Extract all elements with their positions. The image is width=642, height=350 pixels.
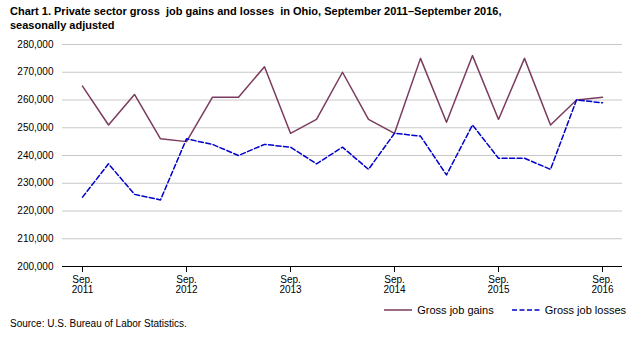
svg-text:270,000: 270,000 bbox=[17, 66, 54, 77]
svg-text:260,000: 260,000 bbox=[17, 94, 54, 105]
svg-text:200,000: 200,000 bbox=[17, 261, 54, 272]
svg-text:Sep.2012: Sep.2012 bbox=[175, 274, 198, 295]
html-text:Gross job gains: Gross job gains bbox=[417, 304, 494, 316]
svg-text:Sep.2014: Sep.2014 bbox=[383, 274, 406, 295]
svg-text:250,000: 250,000 bbox=[17, 122, 54, 133]
html-text:Source: U.S. Bureau of Labor S: Source: U.S. Bureau of Labor Statistics. bbox=[10, 318, 187, 329]
svg-text:220,000: 220,000 bbox=[17, 205, 54, 216]
html-text:Gross job losses: Gross job losses bbox=[544, 304, 626, 316]
svg-text:Sep.2013: Sep.2013 bbox=[279, 274, 302, 295]
svg-text:Sep.2011: Sep.2011 bbox=[72, 274, 94, 295]
svg-text:210,000: 210,000 bbox=[17, 233, 54, 244]
svg-text:280,000: 280,000 bbox=[17, 39, 54, 50]
svg-text:240,000: 240,000 bbox=[17, 150, 54, 161]
svg-text:Sep.2016: Sep.2016 bbox=[591, 274, 614, 295]
html-text:Chart 1. Private sector gross: Chart 1. Private sector gross job gains … bbox=[10, 5, 502, 31]
svg-text:Sep.2015: Sep.2015 bbox=[487, 274, 510, 295]
svg-text:230,000: 230,000 bbox=[17, 177, 54, 188]
